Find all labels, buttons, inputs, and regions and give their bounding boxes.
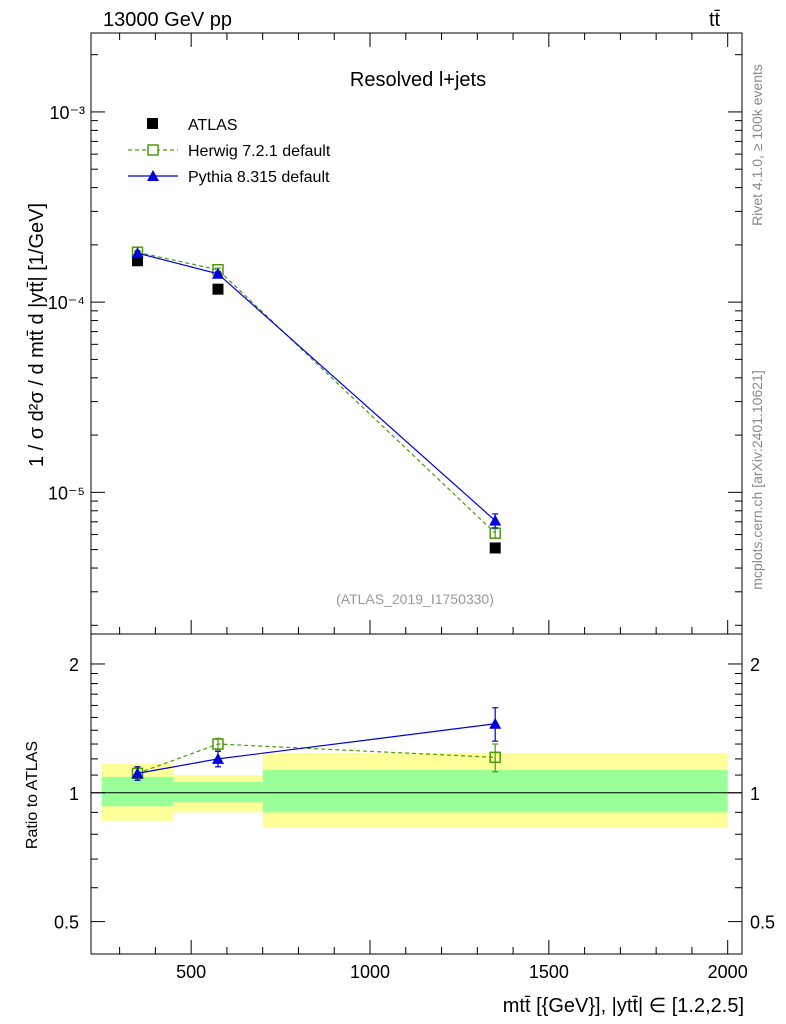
ratio-pythia-point	[131, 767, 144, 779]
y-tick-label-main: 10⁻⁵	[48, 483, 85, 503]
legend-pythia-label: Pythia 8.315 default	[188, 169, 330, 186]
y-tick-label-ratio-right: 0.5	[750, 913, 775, 933]
x-tick-label-1000: 1000	[350, 962, 390, 982]
ratio-plot-frame	[90, 633, 743, 955]
ratio-pythia-point	[489, 717, 502, 729]
main-pythia-line	[137, 252, 496, 522]
ratio-band-inner-1	[101, 776, 174, 807]
y-tick-label-main: 10⁻³	[49, 103, 85, 123]
x-axis-label: mtt̄ [{GeV}], |ytt̄| ∈ [1.2,2.5]	[503, 995, 744, 1017]
mcplots-label: mcplots.cern.ch [arXiv:2401.10621]	[749, 370, 765, 589]
y-tick-label-ratio-right: 1	[750, 784, 760, 804]
ratio-band-inner-2	[173, 781, 263, 803]
legend-herwig-label: Herwig 7.2.1 default	[188, 143, 331, 160]
x-tick-label-1500: 1500	[529, 962, 569, 982]
legend-atlas-label: ATLAS	[188, 117, 238, 134]
main-pythia-point	[131, 247, 144, 259]
legend: ATLAS Herwig 7.2.1 default Pythia 8.315 …	[128, 117, 331, 186]
main-pythia-point	[489, 514, 502, 526]
main-pythia-point	[211, 267, 224, 279]
plot-title: Resolved l+jets	[350, 69, 486, 91]
analysis-watermark: (ATLAS_2019_I1750330)	[336, 591, 494, 607]
header-right-label: tt̄	[709, 9, 721, 31]
main-herwig-line	[137, 251, 496, 534]
x-tick-label-2000: 2000	[708, 962, 748, 982]
y-tick-label-ratio-left: 2	[69, 655, 79, 675]
ratio-y-axis-label: Ratio to ATLAS	[24, 741, 41, 849]
ratio-herwig-point	[489, 751, 501, 764]
y-tick-label-ratio-right: 2	[750, 655, 760, 675]
ratio-herwig-point	[212, 738, 224, 750]
main-atlas-point	[212, 283, 224, 295]
y-tick-label-main: 10⁻⁴	[48, 293, 85, 313]
legend-atlas-marker	[147, 118, 158, 129]
main-atlas-point	[132, 255, 143, 267]
ratio-band-inner-3	[262, 770, 728, 813]
rivet-version-label: Rivet 4.1.0, ≥ 100k events	[749, 64, 765, 226]
y-tick-label-ratio-left: 0.5	[54, 913, 79, 933]
x-tick-label-500: 500	[176, 962, 206, 982]
ratio-uncertainty-bands	[101, 752, 728, 828]
ratio-pythia-point	[211, 752, 224, 764]
main-atlas-point	[489, 542, 501, 554]
legend-herwig-marker	[147, 144, 159, 156]
legend-pythia-marker	[147, 170, 159, 181]
y-tick-label-ratio-left: 1	[69, 784, 79, 804]
header-left-label: 13000 GeV pp	[103, 9, 232, 31]
main-y-axis-label: 1 / σ d²σ / d mtt̄ d |ytt̄| [1/GeV]	[26, 203, 48, 467]
